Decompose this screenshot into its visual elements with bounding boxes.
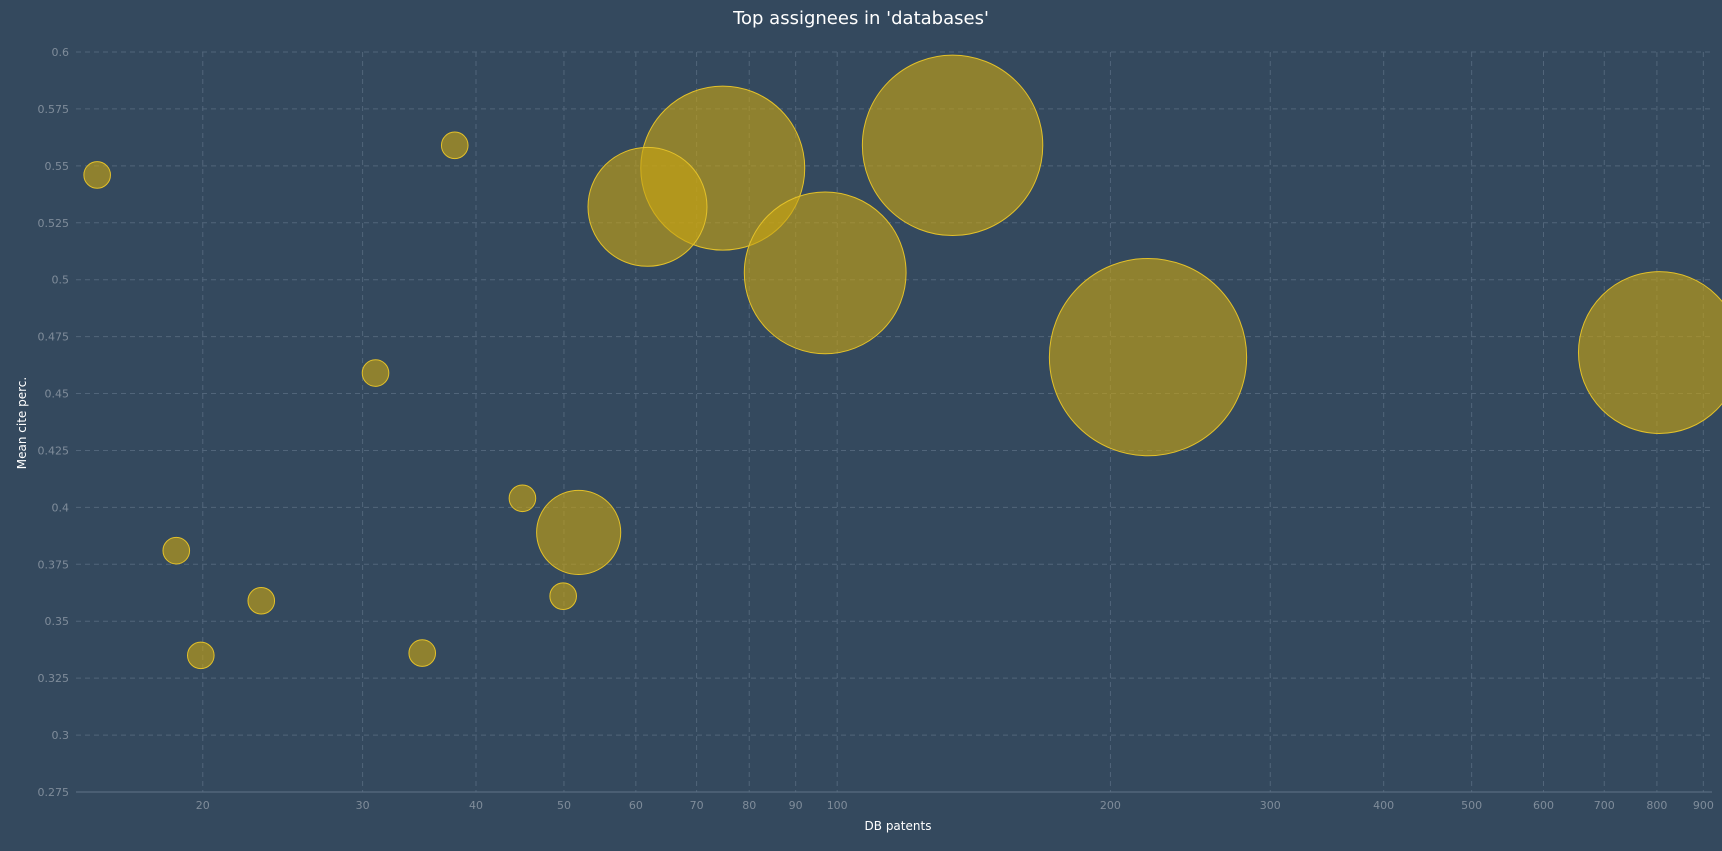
bubble-point[interactable]	[550, 583, 577, 610]
y-tick-label: 0.3	[52, 729, 70, 742]
x-tick-label: 900	[1693, 799, 1714, 812]
y-tick-label: 0.55	[45, 160, 70, 173]
x-tick-label: 80	[742, 799, 756, 812]
y-axis-title: Mean cite perc.	[15, 377, 29, 469]
y-axis-ticks: 0.275 0.3 0.325 0.35 0.375 0.4 0.425 0.45 0.475 0…	[38, 46, 70, 799]
bubble-point[interactable]	[862, 55, 1042, 235]
y-tick-label: 0.525	[38, 217, 70, 230]
y-tick-label: 0.6	[52, 46, 70, 59]
x-axis-title: DB patents	[865, 819, 932, 833]
bubble-point[interactable]	[187, 642, 214, 669]
chart-title: Top assignees in 'databases'	[732, 8, 989, 29]
bubble-point[interactable]	[537, 490, 621, 574]
x-tick-label: 200	[1100, 799, 1121, 812]
y-tick-label: 0.325	[38, 672, 70, 685]
x-tick-label: 40	[469, 799, 483, 812]
x-tick-label: 30	[356, 799, 370, 812]
bubble-point[interactable]	[744, 192, 906, 354]
x-tick-label: 100	[827, 799, 848, 812]
x-tick-label: 50	[557, 799, 571, 812]
bubble-point[interactable]	[509, 485, 536, 512]
x-tick-label: 400	[1373, 799, 1394, 812]
y-tick-label: 0.425	[38, 444, 70, 457]
bubbles	[84, 55, 1722, 669]
bubble-point[interactable]	[409, 640, 436, 667]
y-tick-label: 0.45	[45, 388, 70, 401]
y-tick-label: 0.475	[38, 331, 70, 344]
x-tick-label: 700	[1594, 799, 1615, 812]
y-tick-label: 0.575	[38, 103, 70, 116]
x-tick-label: 70	[690, 799, 704, 812]
y-tick-label: 0.275	[38, 786, 70, 799]
x-tick-label: 60	[629, 799, 643, 812]
y-tick-label: 0.5	[52, 274, 70, 287]
y-tick-label: 0.4	[52, 501, 70, 514]
x-tick-label: 300	[1260, 799, 1281, 812]
bubble-point[interactable]	[163, 537, 190, 564]
bubble-point[interactable]	[588, 147, 707, 266]
bubble-point[interactable]	[248, 587, 275, 614]
bubble-point[interactable]	[441, 132, 468, 159]
x-tick-label: 800	[1646, 799, 1667, 812]
y-tick-label: 0.35	[45, 615, 70, 628]
bubble-point[interactable]	[362, 360, 389, 387]
x-tick-label: 500	[1461, 799, 1482, 812]
y-tick-label: 0.375	[38, 558, 70, 571]
bubble-point[interactable]	[84, 162, 111, 189]
x-tick-label: 600	[1533, 799, 1554, 812]
x-tick-label: 20	[196, 799, 210, 812]
bubble-point[interactable]	[1049, 258, 1246, 455]
bubble-point[interactable]	[1578, 272, 1722, 434]
x-tick-label: 90	[789, 799, 803, 812]
x-axis-ticks: 20 30 40 50 60 70 80 90 100 200 300 400 500 600 700 800…	[196, 799, 1714, 812]
